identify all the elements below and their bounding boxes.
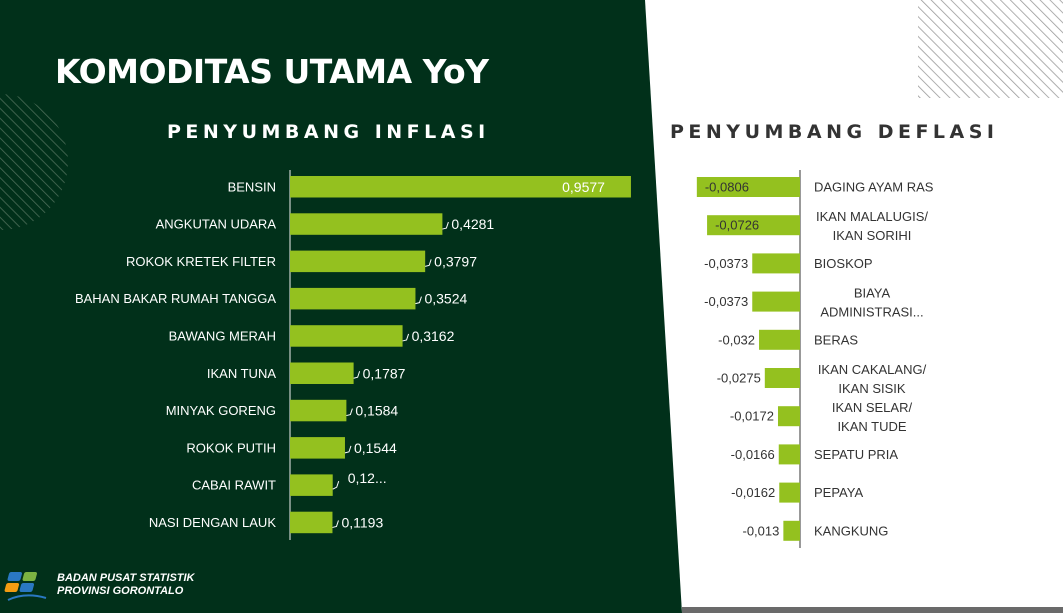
- deflation-category-label: BIOSKOP: [814, 256, 873, 271]
- inflation-category-label: IKAN TUNA: [207, 366, 276, 381]
- deflation-category-label: KANGKUNG: [814, 523, 888, 538]
- inflation-category-label: NASI DENGAN LAUK: [149, 515, 276, 530]
- inflation-value-label: 0,3162: [412, 328, 455, 344]
- leader-line: [353, 371, 361, 379]
- org-name: BADAN PUSAT STATISTIK PROVINSI GORONTALO: [57, 572, 195, 598]
- deflation-chart: -0,0806 DAGING AYAM RAS -0,0726 IKAN MALALU…: [696, 170, 934, 548]
- inflation-value-label: 0,12...: [348, 470, 387, 486]
- deflation-value-label: -0,0166: [731, 447, 775, 462]
- inflation-value-label: 0,1787: [363, 365, 406, 381]
- inflation-category-label: ROKOK KRETEK FILTER: [126, 254, 276, 269]
- inflation-bar: [290, 176, 631, 198]
- deflation-value-label: -0,013: [742, 523, 779, 538]
- inflation-bar: [290, 250, 426, 273]
- deflation-value-label: -0,0162: [731, 485, 775, 500]
- leader-line: [346, 408, 353, 417]
- leader-line: [402, 333, 410, 342]
- deflation-bar: [752, 291, 800, 312]
- inflation-chart-title: PENYUMBANG INFLASI: [167, 121, 490, 143]
- inflation-category-label: BAHAN BAKAR RUMAH TANGGA: [75, 291, 276, 306]
- bps-logo-icon: [4, 572, 47, 601]
- inflation-value-label: 0,1193: [341, 514, 383, 530]
- deflation-category-label: IKAN MALALUGIS/IKAN SORIHI: [816, 209, 928, 243]
- deflation-value-label: -0,0373: [704, 256, 748, 271]
- leader-line: [442, 221, 449, 230]
- deflation-bar: [777, 406, 800, 427]
- inflation-bar: [290, 399, 347, 422]
- decor-stripes-top-right: [918, 0, 1063, 98]
- leader-line: [344, 445, 352, 454]
- org-line-1: BADAN PUSAT STATISTIK: [57, 572, 195, 584]
- deflation-value-label: -0,0275: [717, 371, 761, 386]
- leader-line: [332, 480, 340, 490]
- deflation-bar: [779, 482, 800, 503]
- leader-line: [415, 296, 422, 305]
- inflation-bar: [290, 325, 403, 347]
- deflation-category-label: DAGING AYAM RAS: [814, 180, 934, 195]
- inflation-value-label: 0,1584: [355, 403, 398, 419]
- deflation-category-label: IKAN SELAR/IKAN TUDE: [832, 400, 913, 434]
- deflation-bar: [752, 253, 800, 274]
- inflation-category-label: CABAI RAWIT: [192, 478, 276, 493]
- inflation-category-label: MINYAK GORENG: [166, 403, 276, 418]
- deflation-category-label: PEPAYA: [814, 485, 863, 500]
- leader-line: [425, 259, 432, 267]
- inflation-bar: [290, 511, 333, 534]
- deflation-bar: [778, 444, 800, 465]
- inflation-bar: [290, 213, 443, 235]
- deflation-bar: [764, 368, 800, 388]
- inflation-category-label: BAWANG MERAH: [169, 328, 276, 343]
- deflation-bar: [696, 177, 800, 197]
- inflation-value-label: 0,9577: [562, 179, 605, 195]
- deflation-value-label: -0,0172: [730, 409, 774, 424]
- inflation-bar: [290, 437, 345, 459]
- deflation-value-label: -0,032: [718, 332, 755, 347]
- inflation-value-label: 0,3524: [424, 291, 467, 307]
- deflation-bar: [707, 215, 800, 236]
- deflation-value-label: -0,0806: [705, 180, 749, 195]
- inflation-category-label: ROKOK PUTIH: [186, 440, 276, 455]
- inflation-value-label: 0,1544: [354, 440, 397, 456]
- deflation-bar: [783, 520, 800, 541]
- deflation-value-label: -0,0373: [704, 294, 748, 309]
- inflation-category-label: ANGKUTAN UDARA: [156, 217, 277, 232]
- inflation-chart: BENSIN 0,9577 ANGKUTAN UDARA 0,4281 ROKOK KR…: [75, 170, 631, 540]
- inflation-category-label: BENSIN: [228, 179, 276, 194]
- page-title: KOMODITAS UTAMA YoY: [55, 52, 489, 91]
- leader-line: [332, 520, 339, 528]
- inflation-value-label: 0,4281: [451, 216, 494, 232]
- deflation-category-label: SEPATU PRIA: [814, 447, 898, 462]
- deflation-category-label: BERAS: [814, 332, 858, 347]
- inflation-bar: [290, 287, 416, 310]
- deflation-category-label: BIAYA ADMINISTRASI...: [820, 286, 923, 320]
- inflation-bar: [290, 362, 354, 384]
- inflation-value-label: 0,3797: [434, 253, 477, 269]
- deflation-bar: [759, 329, 800, 350]
- inflation-bar: [290, 474, 333, 496]
- bottom-edge-line: [682, 607, 1063, 613]
- org-line-2: PROVINSI GORONTALO: [57, 585, 184, 597]
- deflation-chart-title: PENYUMBANG DEFLASI: [670, 121, 999, 143]
- deflation-category-label: IKAN CAKALANG/IKAN SISIK: [818, 362, 927, 396]
- deflation-value-label: -0,0726: [715, 218, 759, 233]
